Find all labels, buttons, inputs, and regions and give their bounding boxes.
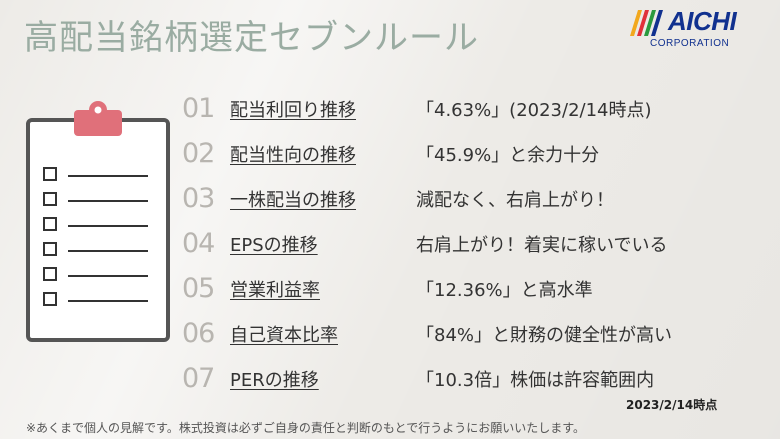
- rule-label: PERの推移: [230, 369, 319, 391]
- page-title: 高配当銘柄選定セブンルール: [24, 18, 479, 58]
- rule-label: 一株配当の推移: [230, 189, 356, 211]
- logo-name: AICHI: [668, 6, 737, 36]
- checklist-items: [43, 167, 148, 306]
- rule-description: 減配なく、右肩上がり！: [416, 189, 614, 211]
- rule-item: 02 配当性向の推移 「45.9%」と余力十分: [182, 131, 762, 176]
- rule-number: 03: [182, 183, 215, 214]
- rule-number: 07: [182, 363, 215, 394]
- rule-item: 05 営業利益率 「12.36%」と高水準: [182, 266, 762, 311]
- rule-description: 「10.3倍」株価は許容範囲内: [416, 369, 655, 391]
- date-note: 2023/2/14時点: [626, 398, 718, 412]
- rule-number: 04: [182, 228, 215, 259]
- rule-item: 07 PERの推移 「10.3倍」株価は許容範囲内: [182, 356, 762, 401]
- rule-description: 「84%」と財務の健全性が高い: [416, 324, 673, 346]
- rule-description: 右肩上がり！着実に稼いでいる: [416, 234, 668, 256]
- rule-item: 01 配当利回り推移 「4.63%」(2023/2/14時点): [182, 86, 762, 131]
- rule-label: 配当性向の推移: [230, 144, 356, 166]
- aichi-logo-mark-icon: [630, 10, 663, 36]
- rule-label: 自己資本比率: [230, 324, 338, 346]
- rule-description: 「12.36%」と高水準: [416, 279, 593, 301]
- rule-label: EPSの推移: [230, 234, 318, 256]
- rule-item: 04 EPSの推移 右肩上がり！着実に稼いでいる: [182, 221, 762, 266]
- rule-item: 03 一株配当の推移 減配なく、右肩上がり！: [182, 176, 762, 221]
- clipboard-checklist-icon: [26, 101, 170, 342]
- logo-subtitle: CORPORATION: [650, 38, 730, 49]
- rule-description: 「45.9%」と余力十分: [416, 144, 600, 166]
- rule-item: 06 自己資本比率 「84%」と財務の健全性が高い: [182, 311, 762, 356]
- company-logo: AICHI CORPORATION: [628, 6, 756, 52]
- rule-label: 営業利益率: [230, 279, 320, 301]
- rule-description: 「4.63%」(2023/2/14時点): [416, 99, 652, 121]
- rule-number: 06: [182, 318, 215, 349]
- rule-number: 01: [182, 93, 215, 124]
- rule-label: 配当利回り推移: [230, 99, 356, 121]
- rule-number: 02: [182, 138, 215, 169]
- rule-list: 01 配当利回り推移 「4.63%」(2023/2/14時点) 02 配当性向の…: [182, 86, 762, 401]
- rule-number: 05: [182, 273, 215, 304]
- disclaimer: ※あくまで個人の見解です。株式投資は必ずご自身の責任と判断のもとで行うようにお願…: [26, 421, 586, 435]
